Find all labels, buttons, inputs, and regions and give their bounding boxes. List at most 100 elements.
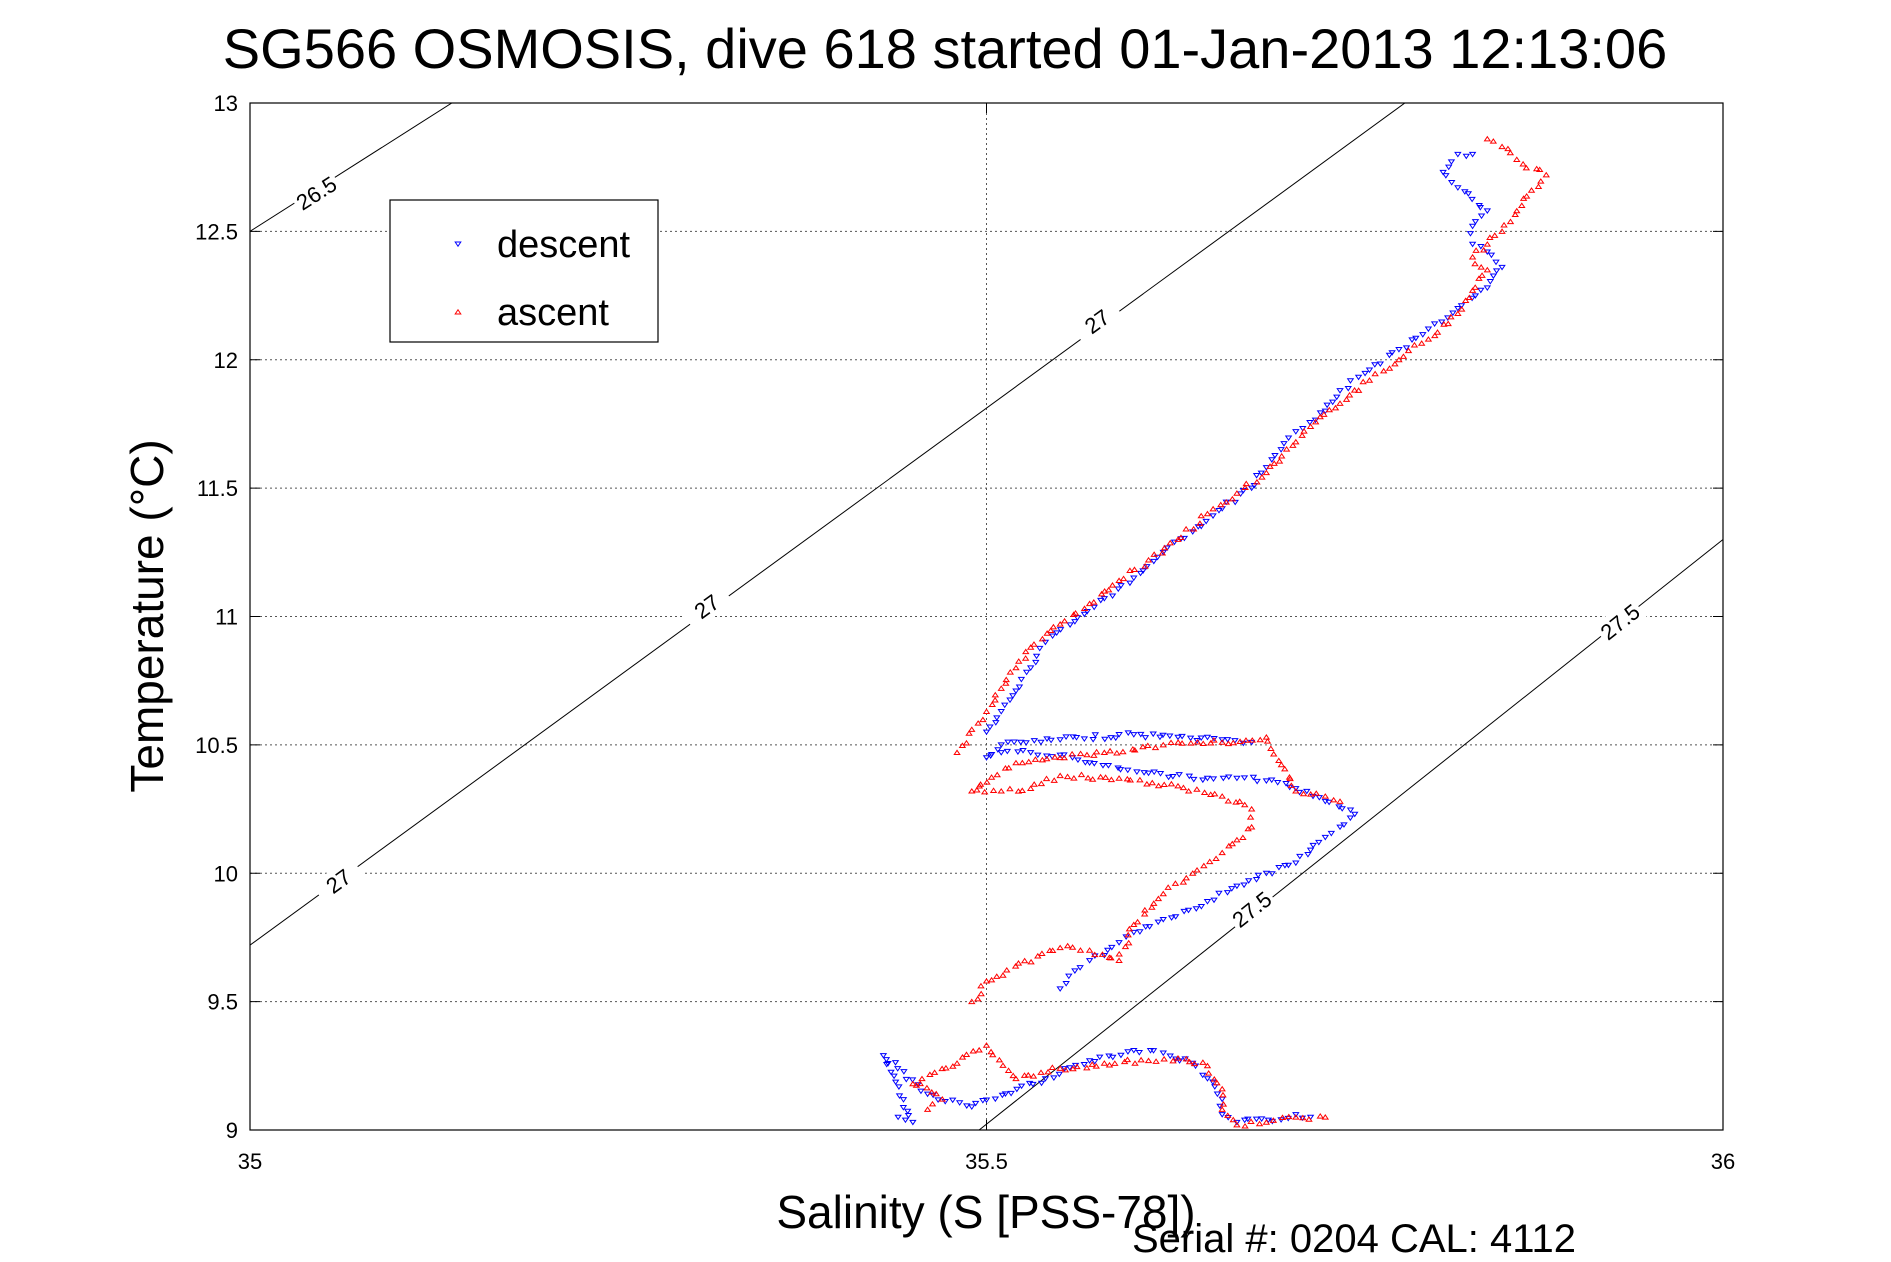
point-descent — [1240, 775, 1249, 781]
point-ascent — [1048, 1064, 1057, 1070]
legend: descent ascent — [389, 199, 659, 343]
point-descent — [1335, 804, 1343, 810]
point-ascent — [1200, 789, 1209, 796]
point-ascent — [1123, 1056, 1132, 1063]
point-ascent — [1266, 463, 1274, 469]
point-ascent — [1498, 143, 1506, 150]
point-descent — [1091, 732, 1100, 738]
point-ascent — [1006, 785, 1014, 792]
point-descent — [1085, 760, 1094, 766]
point-descent — [963, 1103, 971, 1109]
point-ascent — [1395, 356, 1403, 363]
point-ascent — [1286, 775, 1294, 782]
point-descent — [1210, 736, 1218, 742]
point-ascent — [1350, 387, 1359, 393]
point-ascent — [1137, 1056, 1145, 1063]
point-ascent — [1077, 771, 1086, 778]
point-ascent — [1088, 1061, 1096, 1067]
point-descent — [1139, 568, 1147, 575]
point-ascent — [1316, 1112, 1324, 1119]
point-descent — [934, 1097, 942, 1103]
point-descent — [1277, 447, 1285, 453]
point-descent — [1096, 1054, 1104, 1061]
point-ascent — [1167, 739, 1175, 746]
x-axis-label: Salinity (S [PSS-78]) — [776, 1186, 1195, 1238]
point-descent — [1056, 737, 1064, 743]
point-ascent — [1043, 755, 1051, 762]
point-descent — [1215, 890, 1223, 897]
point-ascent — [1300, 427, 1308, 434]
point-ascent — [953, 1060, 961, 1066]
point-descent — [1171, 914, 1180, 920]
point-descent — [1109, 1054, 1117, 1061]
point-ascent — [1076, 750, 1085, 757]
point-descent — [1099, 763, 1107, 769]
point-ascent — [1012, 759, 1020, 766]
point-descent — [1213, 1091, 1222, 1098]
point-descent — [1492, 259, 1500, 266]
point-ascent — [1240, 801, 1249, 808]
point-ascent — [909, 1080, 917, 1087]
point-descent — [1150, 769, 1158, 776]
point-descent — [1101, 736, 1109, 743]
point-ascent — [1269, 1117, 1278, 1123]
point-descent — [1124, 730, 1132, 736]
point-ascent — [1024, 1071, 1033, 1078]
point-descent — [1257, 1116, 1266, 1123]
point-descent — [992, 720, 1000, 726]
point-descent — [1454, 151, 1462, 158]
point-descent — [1090, 604, 1098, 611]
point-descent — [1203, 775, 1212, 782]
point-ascent — [1182, 1055, 1191, 1062]
point-descent — [1489, 273, 1498, 280]
point-descent — [1159, 1050, 1167, 1057]
point-descent — [1091, 1059, 1099, 1065]
point-ascent — [1235, 798, 1244, 804]
point-descent — [1074, 757, 1082, 764]
point-descent — [1296, 853, 1304, 860]
point-descent — [1080, 611, 1089, 618]
point-descent — [1006, 697, 1014, 704]
point-descent — [1089, 737, 1097, 743]
point-descent — [1062, 981, 1070, 987]
point-descent — [1100, 596, 1109, 602]
point-ascent — [1130, 921, 1138, 928]
point-descent — [1081, 760, 1090, 766]
point-ascent — [1193, 866, 1201, 873]
point-descent — [1262, 870, 1271, 877]
point-ascent — [1206, 791, 1215, 797]
point-descent — [1065, 973, 1073, 980]
point-descent — [1056, 986, 1064, 992]
point-ascent — [1336, 798, 1344, 804]
point-descent — [1001, 1091, 1010, 1097]
point-descent — [1468, 223, 1477, 230]
point-descent — [1009, 693, 1017, 699]
point-descent — [1454, 185, 1462, 191]
y-tick-label: 9.5 — [207, 990, 238, 1015]
point-descent — [1262, 778, 1271, 784]
point-ascent — [1056, 1065, 1064, 1071]
point-descent — [1388, 350, 1396, 356]
point-descent — [1327, 830, 1336, 837]
point-descent — [997, 750, 1005, 756]
point-descent — [882, 1057, 891, 1063]
point-ascent — [1063, 942, 1072, 949]
x-tick-label: 35 — [238, 1149, 262, 1174]
point-descent — [1395, 347, 1403, 353]
point-ascent — [1012, 664, 1020, 671]
point-descent — [908, 1077, 917, 1084]
point-ascent — [1391, 360, 1399, 367]
point-descent — [1130, 929, 1138, 936]
point-ascent — [1002, 676, 1010, 683]
point-ascent — [1325, 406, 1334, 413]
point-descent — [998, 1092, 1007, 1099]
point-ascent — [1124, 931, 1132, 938]
point-descent — [1056, 627, 1065, 633]
point-ascent — [1060, 754, 1068, 761]
point-ascent — [1385, 365, 1394, 371]
point-ascent — [1042, 775, 1051, 782]
point-ascent — [1139, 743, 1147, 750]
point-descent — [1181, 1056, 1189, 1063]
point-ascent — [1223, 1112, 1232, 1118]
point-ascent — [953, 749, 961, 756]
